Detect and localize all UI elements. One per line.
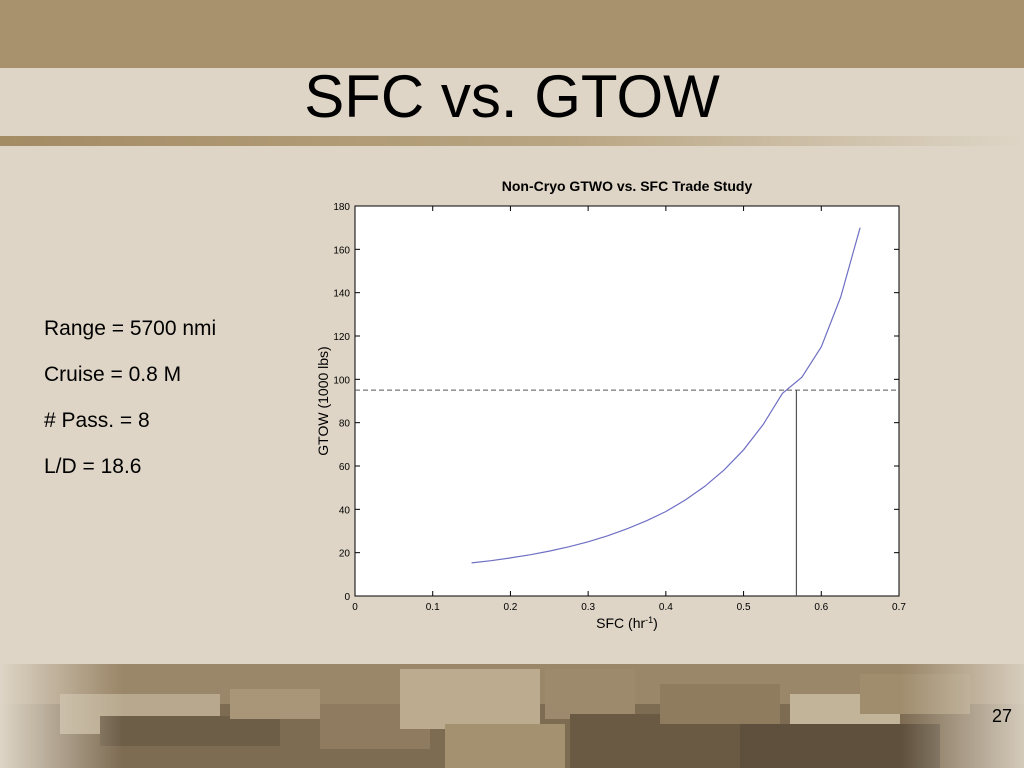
plot-area (354, 205, 900, 597)
y-tick-label: 140 (333, 289, 350, 300)
param-range: Range = 5700 nmi (44, 317, 217, 340)
y-tick-label: 0 (344, 592, 350, 603)
series-layer (471, 227, 861, 564)
reference-lines (355, 389, 899, 596)
x-axis-label-suffix: ) (653, 615, 658, 631)
y-tick-label: 180 (333, 202, 350, 213)
campus-photo (0, 664, 1024, 768)
param-cruise: Cruise = 0.8 M (44, 363, 182, 386)
slide-title: SFC vs. GTOW (304, 63, 720, 130)
y-axis-label: GTOW (1000 lbs) (315, 346, 331, 455)
series-line (471, 227, 861, 564)
page-number: 27 (991, 706, 1012, 726)
x-tick-label: 0.4 (659, 602, 673, 613)
x-axis-label-text: SFC (hr (596, 615, 645, 631)
y-tick-label: 80 (339, 419, 351, 430)
x-tick-label: 0.2 (503, 602, 517, 613)
x-tick-label: 0 (352, 602, 358, 613)
param-passengers: # Pass. = 8 (44, 409, 150, 432)
x-tick-label: 0.1 (426, 602, 440, 613)
title-divider (0, 136, 1024, 146)
y-tick-label: 160 (333, 245, 350, 256)
y-axis: 0 20 40 60 80 100 120 140 160 180 (333, 202, 899, 603)
x-axis-label-superscript: -1 (645, 615, 653, 625)
x-axis: 0 0.1 0.2 0.3 0.4 0.5 0.6 0.7 (352, 206, 906, 613)
header-band (0, 0, 1024, 68)
parameter-list: Range = 5700 nmi Cruise = 0.8 M # Pass. … (44, 314, 216, 498)
x-tick-label: 0.6 (814, 602, 828, 613)
chart-title: Non-Cryo GTWO vs. SFC Trade Study (502, 178, 753, 194)
x-tick-label: 0.3 (581, 602, 595, 613)
y-tick-label: 20 (339, 549, 351, 560)
y-tick-label: 100 (333, 375, 350, 386)
y-tick-label: 120 (333, 332, 350, 343)
y-tick-label: 60 (339, 462, 351, 473)
chart: Non-Cryo GTWO vs. SFC Trade Study 0 0.1 0.… (315, 178, 906, 631)
x-axis-label: SFC (hr-1) (596, 615, 658, 631)
param-lift-drag: L/D = 18.6 (44, 455, 142, 478)
x-tick-label: 0.5 (737, 602, 751, 613)
x-tick-label: 0.7 (892, 602, 906, 613)
y-tick-label: 40 (339, 505, 351, 516)
